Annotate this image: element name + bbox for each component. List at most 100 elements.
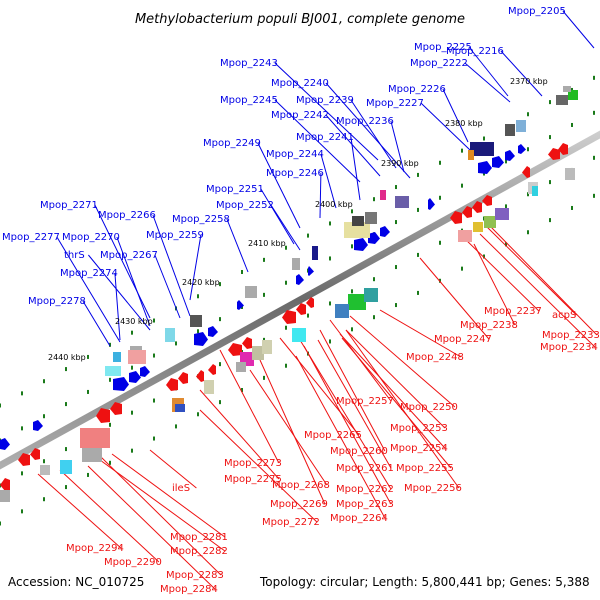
tick-mark [263, 337, 265, 342]
forward-gene-arrow [308, 266, 314, 276]
reverse-gene-label[interactable]: Mpop_2282 [170, 546, 228, 557]
tick-mark [505, 159, 507, 164]
forward-gene-label[interactable]: Mpop_2226 [388, 84, 446, 95]
tick-mark [65, 402, 67, 407]
tick-mark [109, 460, 111, 465]
forward-gene-label[interactable]: Mpop_2243 [220, 58, 278, 69]
reverse-gene-label[interactable]: Mpop_2253 [390, 423, 448, 434]
forward-gene-label[interactable]: Mpop_2216 [446, 46, 504, 57]
forward-gene-label[interactable]: Mpop_2259 [146, 230, 204, 241]
tick-mark [329, 301, 331, 306]
reverse-gene-label[interactable]: Mpop_2294 [66, 543, 124, 554]
reverse-gene-label[interactable]: Mpop_2256 [404, 483, 462, 494]
leader-line [379, 309, 462, 358]
reverse-gene-label[interactable]: Mpop_2268 [272, 480, 330, 491]
reverse-gene-label[interactable]: Mpop_2238 [460, 320, 518, 331]
reverse-gene-label[interactable]: Mpop_2257 [336, 396, 394, 407]
kbp-markers: 2370 kbp 2380 kbp 2390 kbp 2400 kbp 2410 kbp… [48, 77, 548, 362]
forward-gene-label[interactable]: Mpop_2258 [172, 214, 230, 225]
reverse-gene-arrow [96, 408, 110, 423]
reverse-gene-arrow [166, 378, 178, 391]
forward-gene-label[interactable]: Mpop_2266 [98, 210, 156, 221]
leader-line [249, 369, 328, 486]
forward-gene-label[interactable]: Mpop_2277 [2, 232, 60, 243]
reverse-gene-label[interactable]: Mpop_2283 [166, 570, 224, 581]
reverse-gene-label[interactable]: Mpop_2264 [330, 513, 388, 524]
reverse-gene-label[interactable]: Mpop_2247 [434, 334, 492, 345]
leader-line [325, 82, 411, 179]
leader-line [325, 114, 381, 177]
tick-mark [65, 367, 67, 372]
forward-gene-label[interactable]: Mpop_2271 [40, 200, 98, 211]
forward-gene-label[interactable]: Mpop_2236 [336, 116, 394, 127]
leader-line [82, 300, 111, 347]
reverse-gene-label[interactable]: Mpop_2237 [484, 306, 542, 317]
accession-text: Accession: NC_010725 [8, 575, 144, 589]
reverse-gene-label[interactable]: Mpop_2233 [542, 330, 600, 341]
reverse-gene-arrow [472, 201, 482, 213]
forward-gene-label[interactable]: Mpop_2274 [60, 268, 118, 279]
reverse-gene-label[interactable]: Mpop_2255 [396, 463, 454, 474]
feature-block [312, 246, 318, 260]
forward-gene-label[interactable]: Mpop_2244 [266, 149, 324, 160]
forward-gene-label[interactable]: Mpop_2205 [508, 6, 566, 17]
forward-gene-label[interactable]: Mpop_2249 [203, 138, 261, 149]
reverse-gene-label[interactable]: Mpop_2250 [400, 402, 458, 413]
forward-gene-arrow [492, 156, 504, 168]
reverse-gene-label[interactable]: acpS [552, 310, 576, 321]
reverse-gene-label[interactable]: Mpop_2260 [330, 446, 388, 457]
kbp-label: 2400 kbp [315, 200, 353, 209]
tick-mark [505, 242, 507, 247]
reverse-gene-label[interactable]: Mpop_2261 [336, 463, 394, 474]
forward-gene-label[interactable]: Mpop_2270 [62, 232, 120, 243]
leader-line [226, 218, 249, 273]
label-leader-lines [37, 10, 598, 590]
leader-line [116, 236, 151, 327]
leader-line [390, 120, 405, 173]
reverse-gene-label[interactable]: Mpop_2262 [336, 484, 394, 495]
leader-line [485, 225, 577, 316]
reverse-gene-label[interactable]: Mpop_2275 [224, 474, 282, 485]
feature-block [495, 208, 509, 220]
leader-line [562, 10, 595, 49]
feature-block [292, 258, 300, 270]
forward-gene-label[interactable]: Mpop_2242 [271, 110, 329, 121]
forward-gene-arrow [113, 377, 129, 391]
reverse-gene-label[interactable]: Mpop_2254 [390, 443, 448, 454]
forward-gene-arrow [129, 371, 141, 383]
forward-gene-label[interactable]: Mpop_2225 [414, 42, 472, 53]
reverse-gene-label[interactable]: Mpop_2284 [160, 584, 218, 595]
forward-gene-label[interactable]: Mpop_2239 [296, 95, 354, 106]
feature-block [365, 212, 377, 224]
feature-block [80, 428, 110, 448]
reverse-gene-label[interactable]: Mpop_2272 [262, 517, 320, 528]
forward-gene-label[interactable]: Mpop_2222 [410, 58, 468, 69]
forward-gene-label[interactable]: Mpop_2267 [100, 250, 158, 261]
forward-gene-label[interactable]: Mpop_2245 [220, 95, 278, 106]
forward-gene-label[interactable]: thrS [64, 250, 85, 261]
forward-gene-label[interactable]: Mpop_2246 [266, 168, 324, 179]
reverse-gene-label[interactable]: Mpop_2265 [304, 430, 362, 441]
leader-line [350, 136, 361, 201]
forward-gene-label[interactable]: Mpop_2251 [206, 184, 264, 195]
reverse-gene-label[interactable]: Mpop_2248 [406, 352, 464, 363]
forward-gene-label[interactable]: Mpop_2278 [28, 296, 86, 307]
tick-mark [351, 327, 353, 332]
reverse-gene-label[interactable]: Mpop_2269 [270, 499, 328, 510]
forward-gene-label[interactable]: Mpop_2252 [216, 200, 274, 211]
reverse-gene-arrow [282, 310, 296, 324]
feature-block [568, 90, 578, 100]
reverse-gene-label[interactable]: Mpop_2273 [224, 458, 282, 469]
reverse-gene-label[interactable]: ileS [172, 483, 190, 494]
reverse-gene-label[interactable]: Mpop_2281 [170, 532, 228, 543]
forward-gene-label[interactable]: Mpop_2241 [296, 132, 354, 143]
leader-line [461, 235, 540, 312]
forward-gene-label[interactable]: Mpop_2240 [271, 78, 329, 89]
forward-gene-arrow [296, 274, 304, 285]
feature-block [40, 465, 50, 475]
reverse-gene-label[interactable]: Mpop_2290 [104, 557, 162, 568]
forward-gene-label[interactable]: Mpop_2227 [366, 98, 424, 109]
reverse-gene-label[interactable]: Mpop_2234 [540, 342, 598, 353]
reverse-gene-label[interactable]: Mpop_2263 [336, 499, 394, 510]
tick-mark [461, 148, 463, 153]
